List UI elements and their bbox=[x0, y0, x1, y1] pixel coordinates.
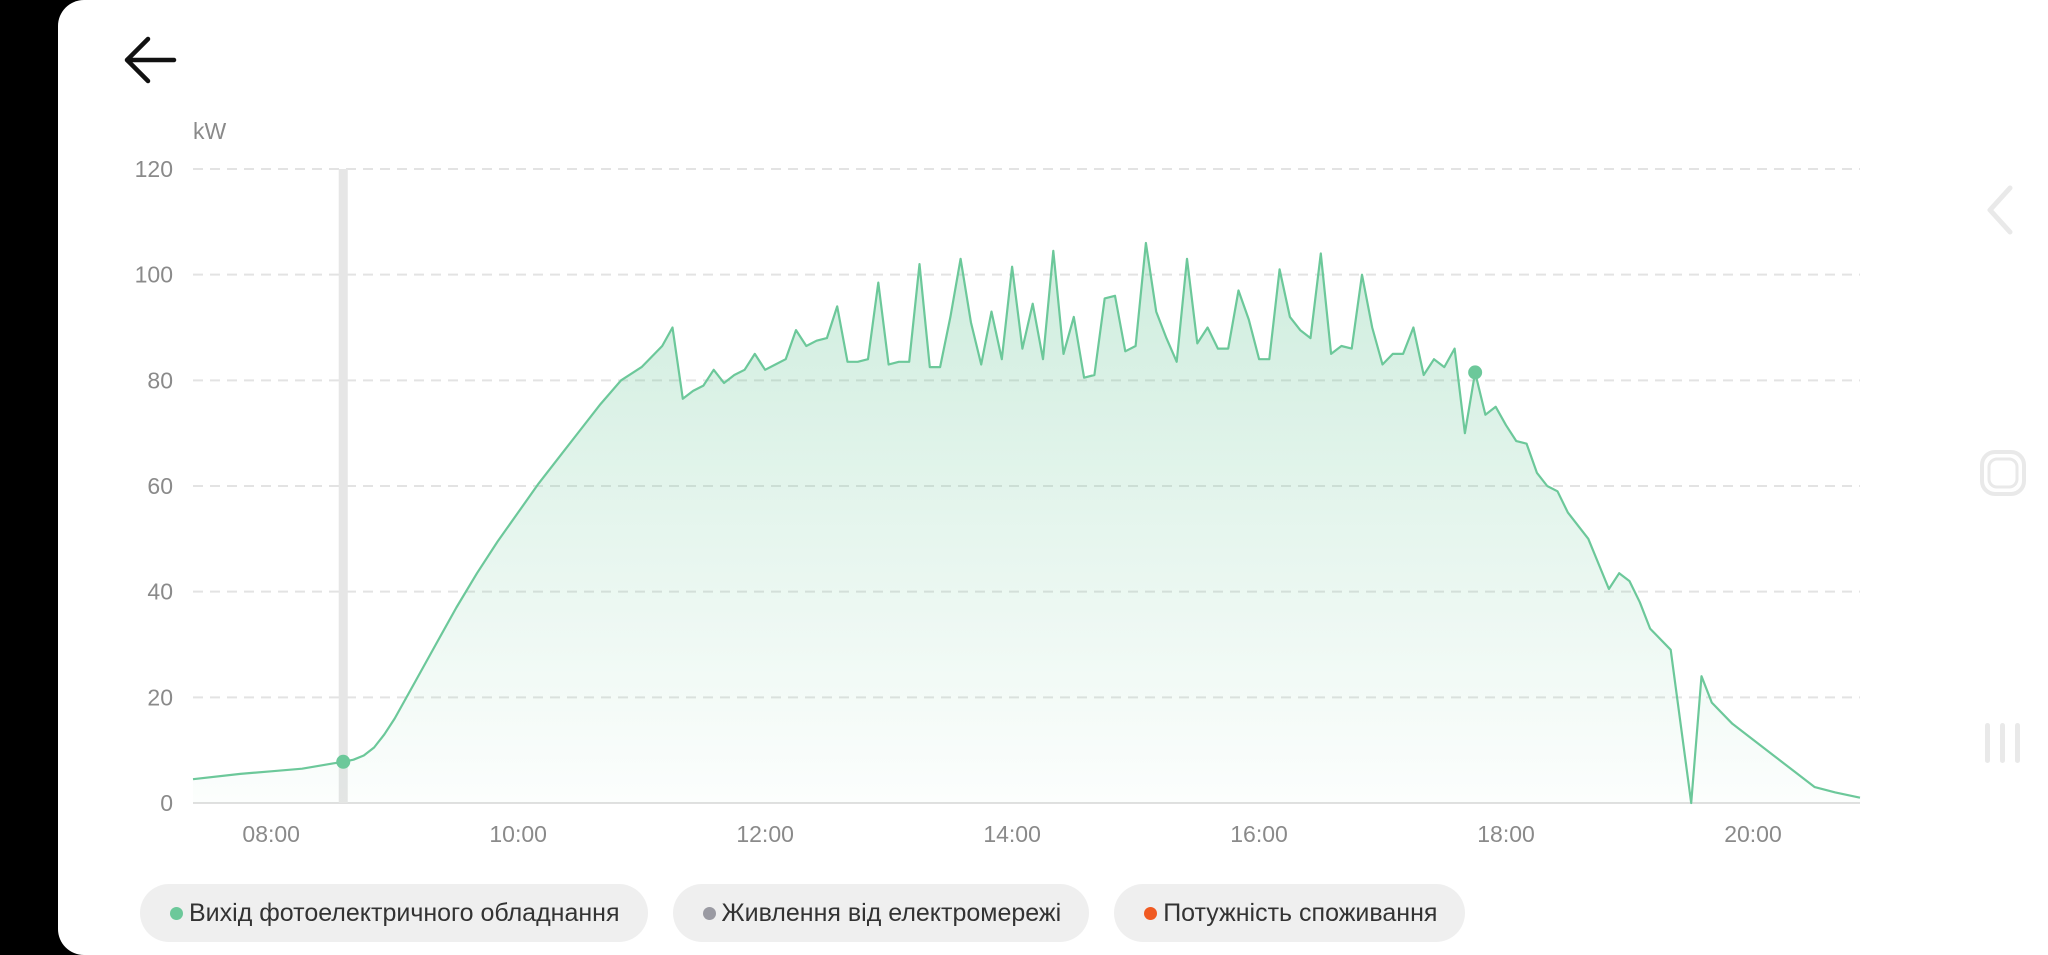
y-tick-label: 40 bbox=[147, 579, 173, 605]
legend-consumption[interactable]: Потужність споживання bbox=[1114, 884, 1466, 942]
three-bars-icon bbox=[1985, 723, 2020, 763]
legend-grid-supply[interactable]: Живлення від електромережі bbox=[672, 884, 1090, 942]
y-tick-label: 0 bbox=[160, 790, 173, 816]
nav-recents-button[interactable] bbox=[1958, 720, 2048, 770]
x-axis-ticks: 08:00 10:00 12:00 14:00 16:00 18:00 20:00 bbox=[242, 821, 1781, 847]
pv-output-area bbox=[193, 243, 1860, 803]
selected-time-indicator[interactable] bbox=[338, 169, 348, 803]
y-tick-label: 20 bbox=[147, 684, 173, 710]
pv-output-line bbox=[192, 241, 1861, 805]
legend-pv-output[interactable]: Вихід фотоелектричного обладнання bbox=[140, 884, 648, 942]
nav-back-button[interactable] bbox=[1958, 180, 2048, 240]
legend-grid-dot bbox=[702, 906, 716, 920]
back-button[interactable] bbox=[122, 34, 178, 86]
x-tick-label: 12:00 bbox=[736, 821, 794, 847]
y-axis-ticks: 0 20 40 60 80 100 120 bbox=[135, 156, 173, 816]
y-tick-label: 60 bbox=[147, 473, 173, 499]
x-tick-label: 16:00 bbox=[1230, 821, 1288, 847]
y-tick-label: 80 bbox=[147, 367, 173, 393]
data-point-marker[interactable] bbox=[1468, 365, 1483, 380]
legend-consumption-dot bbox=[1144, 906, 1158, 920]
y-tick-label: 120 bbox=[135, 156, 173, 182]
legend-pv-label: Вихід фотоелектричного обладнання bbox=[189, 898, 620, 927]
arrow-left-icon bbox=[124, 36, 177, 84]
x-tick-label: 20:00 bbox=[1724, 821, 1782, 847]
rounded-square-icon bbox=[1980, 450, 2026, 496]
legend: Вихід фотоелектричного обладнання Живлен… bbox=[140, 884, 1466, 942]
x-tick-label: 08:00 bbox=[242, 821, 300, 847]
y-axis-unit-label: kW bbox=[193, 118, 227, 144]
legend-pv-dot bbox=[170, 906, 183, 920]
y-tick-label: 100 bbox=[135, 262, 173, 288]
data-point-marker[interactable] bbox=[336, 754, 351, 769]
nav-home-button[interactable] bbox=[1958, 450, 2048, 500]
system-navigation-bar bbox=[1958, 0, 2048, 955]
pv-power-chart: kW 0 20 40 60 80 100 120 08:00 10:00 12:00 14:00 1… bbox=[135, 118, 1861, 847]
plot-area bbox=[192, 241, 1861, 805]
chevron-left-icon bbox=[1987, 185, 2013, 235]
legend-consumption-label: Потужність споживання bbox=[1163, 898, 1438, 927]
x-tick-label: 14:00 bbox=[983, 821, 1041, 847]
legend-grid-label: Живлення від електромережі bbox=[721, 898, 1062, 927]
x-tick-label: 10:00 bbox=[489, 821, 547, 847]
x-tick-label: 18:00 bbox=[1477, 821, 1535, 847]
